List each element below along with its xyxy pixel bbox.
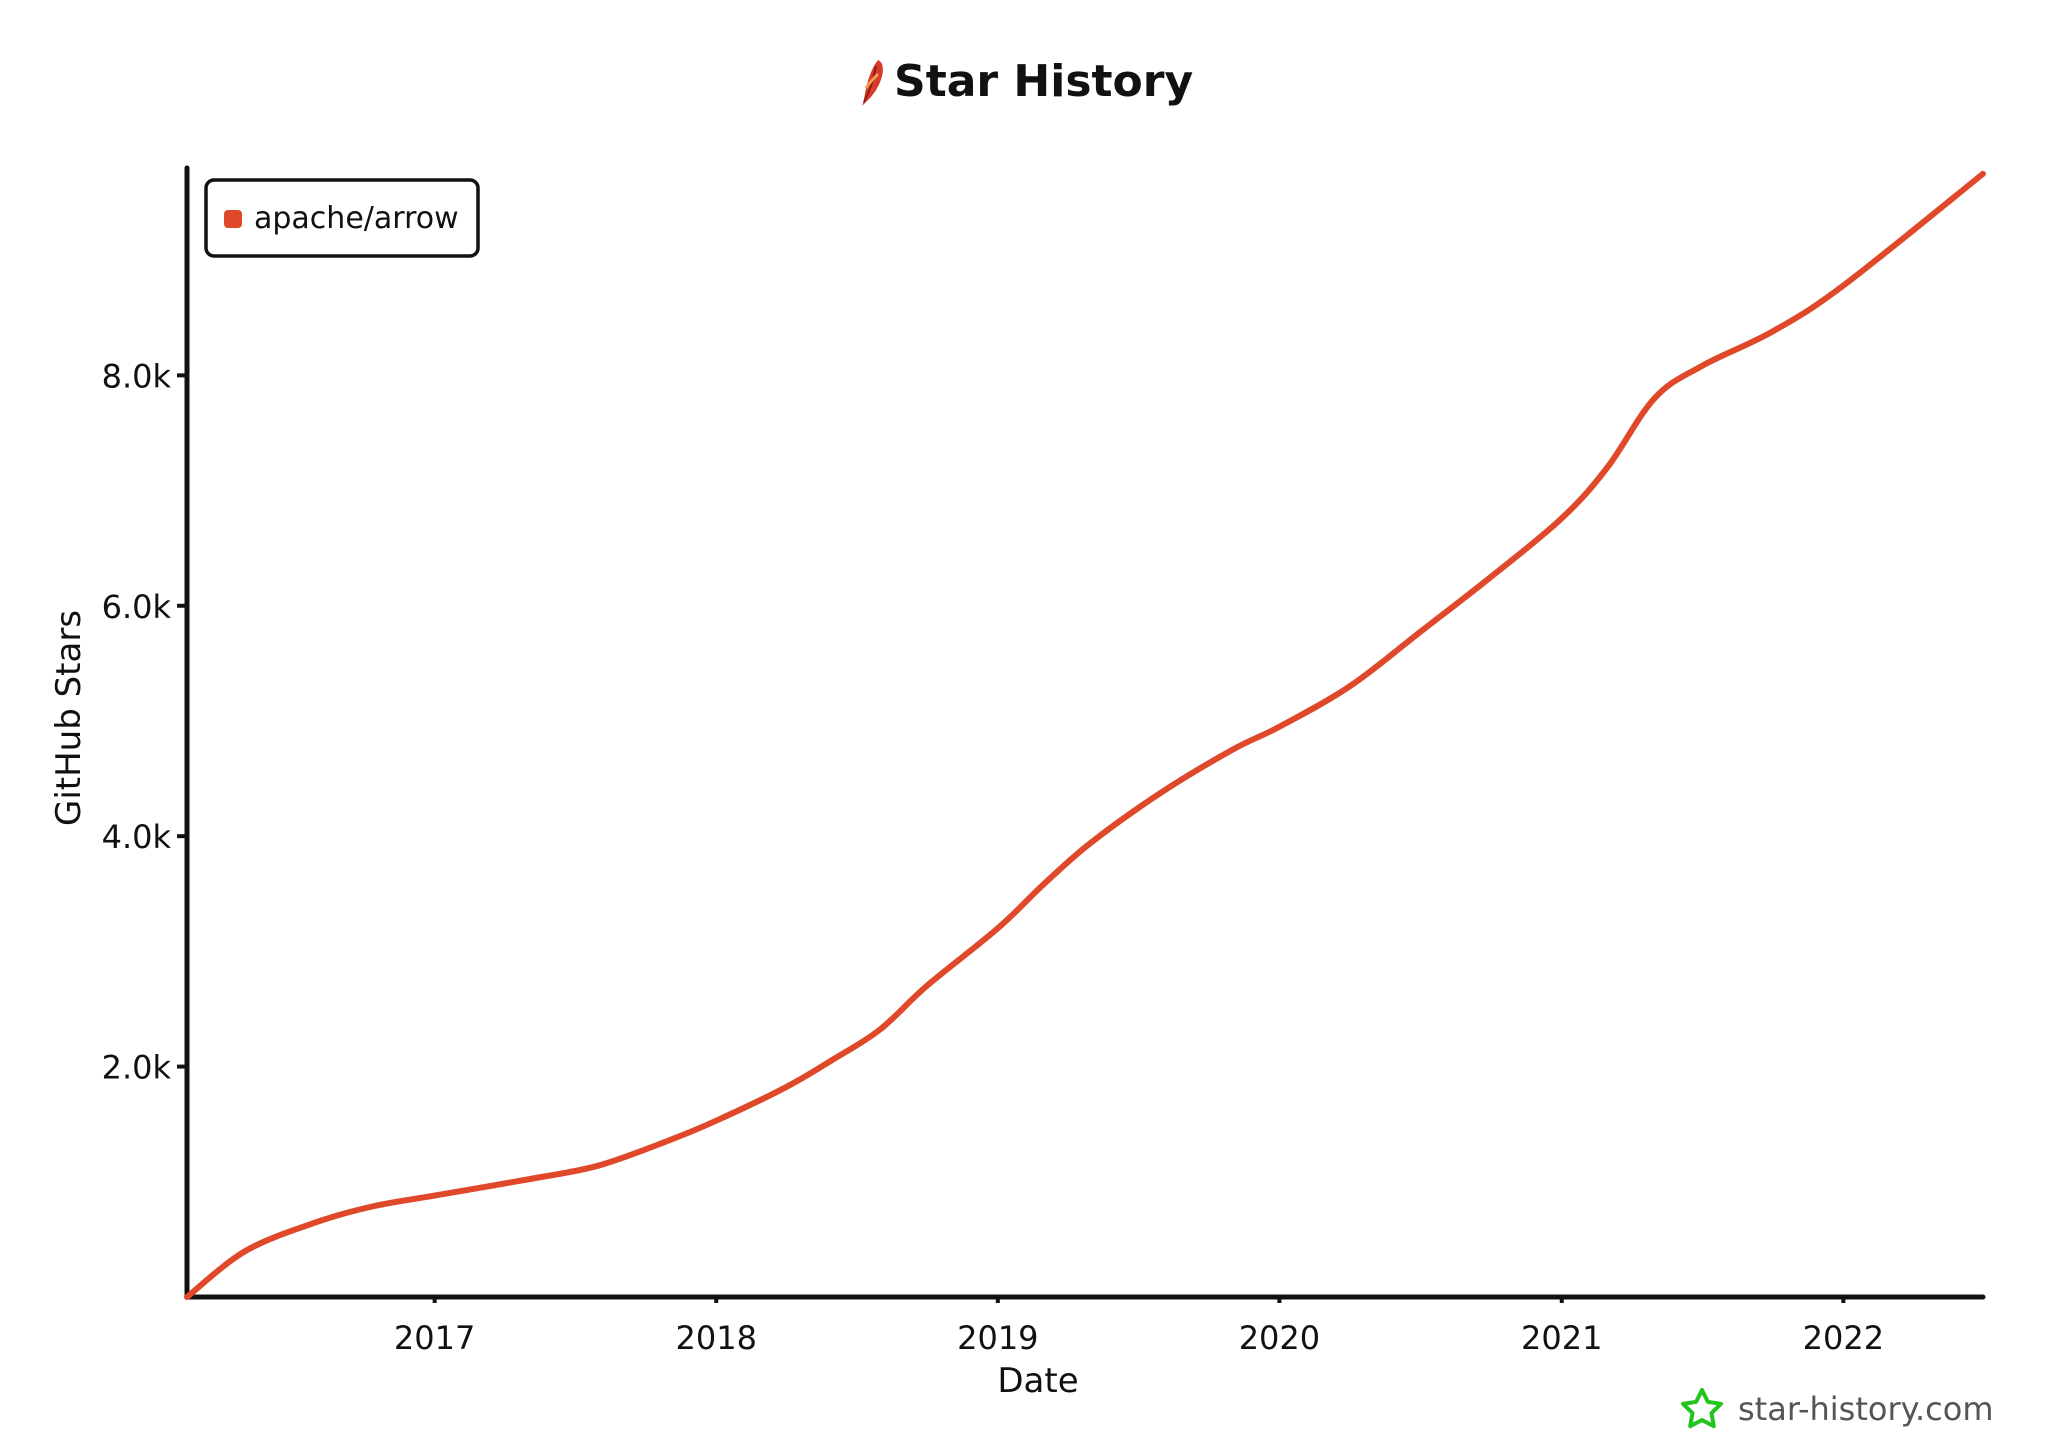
legend-entry: apache/arrow bbox=[254, 201, 459, 236]
watermark[interactable]: star-history.com bbox=[1681, 1388, 1994, 1429]
star-icon bbox=[1681, 1388, 1723, 1429]
x-tick-label: 2022 bbox=[1803, 1319, 1884, 1357]
y-tick-label: 6.0k bbox=[102, 588, 172, 626]
y-axis-ticks: 2.0k 4.0k 6.0k 8.0k bbox=[102, 357, 187, 1087]
series-line-apache-arrow bbox=[184, 170, 1986, 1300]
watermark-text[interactable]: star-history.com bbox=[1738, 1390, 1994, 1428]
x-tick-label: 2020 bbox=[1239, 1319, 1320, 1357]
x-tick-label: 2017 bbox=[394, 1319, 475, 1357]
y-tick-label: 4.0k bbox=[102, 818, 172, 856]
x-tick-label: 2021 bbox=[1521, 1319, 1602, 1357]
y-tick-label: 8.0k bbox=[102, 357, 172, 395]
legend-swatch bbox=[224, 210, 242, 228]
feather-icon bbox=[862, 60, 883, 106]
x-axis-ticks: 2017 2018 2019 2020 2021 2022 bbox=[394, 1297, 1884, 1357]
y-tick-label: 2.0k bbox=[102, 1049, 172, 1087]
legend-box bbox=[204, 178, 480, 258]
legend: apache/arrow bbox=[204, 178, 480, 258]
x-tick-label: 2019 bbox=[957, 1319, 1038, 1357]
x-tick-label: 2018 bbox=[676, 1319, 757, 1357]
chart-title-group: Star History bbox=[862, 56, 1193, 107]
series-layer bbox=[184, 170, 1986, 1300]
x-axis-title: Date bbox=[997, 1361, 1078, 1401]
chart-title: Star History bbox=[894, 56, 1193, 107]
y-axis-title: GitHub Stars bbox=[49, 610, 89, 826]
